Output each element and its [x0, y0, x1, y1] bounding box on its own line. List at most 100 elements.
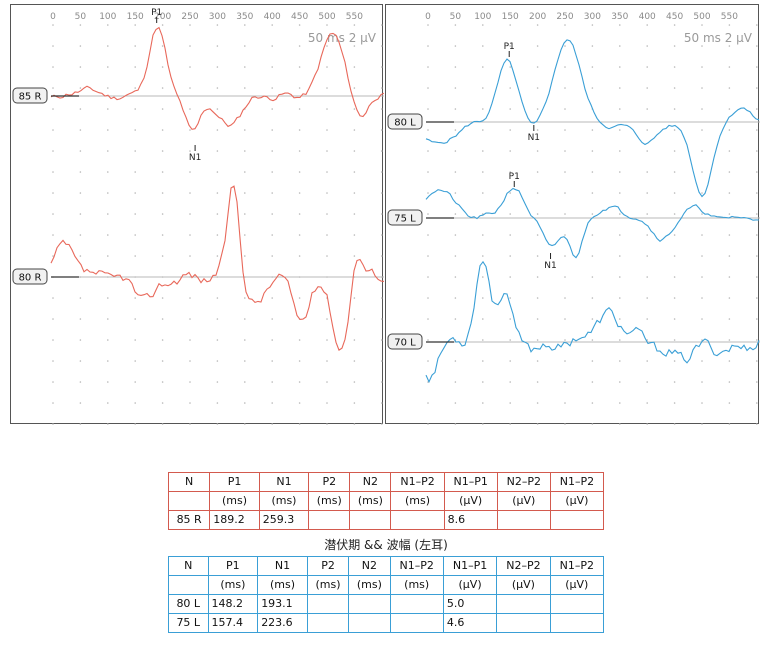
trace-label: 80 R — [19, 273, 42, 284]
column-unit: (ms) — [348, 575, 391, 595]
table-cell: 148.2 — [207, 594, 259, 614]
table-cell: 259.3 — [258, 510, 310, 530]
trace-label: 75 L — [394, 214, 416, 225]
x-tick-label: 550 — [721, 12, 738, 22]
x-tick-label: 100 — [99, 12, 116, 22]
table-row: 85 R 189.2 259.3 8.6 — [167, 510, 605, 530]
peak-label: P1 — [509, 172, 520, 182]
column-unit: (ms) — [308, 491, 351, 511]
waveform-trace — [50, 26, 384, 130]
peak-label: N1 — [544, 261, 556, 271]
scale-indicator: 50 ms 2 µV — [308, 31, 377, 45]
column-header: N — [168, 556, 209, 576]
column-unit: (µV) — [496, 491, 551, 511]
column-unit: (ms) — [207, 575, 259, 595]
table-cell — [549, 613, 605, 633]
trace-label: 80 L — [394, 118, 416, 129]
column-unit: (µV) — [549, 575, 605, 595]
x-tick-label: 300 — [209, 12, 226, 22]
trace-label-box[interactable] — [12, 268, 48, 285]
column-unit: (µV) — [442, 575, 498, 595]
column-header: N1–P2 — [390, 472, 445, 492]
x-tick-label: 200 — [154, 12, 171, 22]
column-unit: (µV) — [549, 491, 605, 511]
table-cell: 4.6 — [442, 613, 498, 633]
column-header: N1 — [258, 472, 310, 492]
table-cell: 85 R — [167, 510, 211, 530]
table-cell: 8.6 — [443, 510, 498, 530]
x-tick-label: 50 — [75, 12, 87, 22]
latency-amplitude-table-left-ear: N P1 N1 P2 N2 N1–P2 N1–P1 N2–P2 N1–P2 (ms) (ms) (ms… — [168, 556, 605, 633]
table-cell — [389, 613, 444, 633]
x-tick-label: 0 — [50, 12, 56, 22]
table-cell — [496, 594, 551, 614]
column-unit: (µV) — [496, 575, 551, 595]
peak-label: P1 — [151, 8, 162, 18]
table-cell — [496, 613, 551, 633]
column-unit: (ms) — [209, 491, 260, 511]
peak-label: P1 — [504, 42, 515, 52]
trace-label-box[interactable] — [12, 87, 48, 104]
table-row: 80 L 148.2 193.1 5.0 — [168, 594, 605, 614]
waveform-trace — [425, 260, 760, 384]
x-tick-label: 100 — [474, 12, 491, 22]
table-header-row: N P1 N1 P2 N2 N1–P2 N1–P1 N2–P2 N1–P2 — [167, 472, 605, 492]
trace-label-box[interactable] — [387, 209, 423, 226]
x-tick-label: 350 — [236, 12, 253, 22]
table-cell — [306, 594, 350, 614]
peak-label: N1 — [528, 133, 540, 143]
grid — [427, 24, 758, 425]
x-tick-label: 50 — [450, 12, 462, 22]
column-header: N1–P2 — [549, 472, 605, 492]
x-tick-label: 300 — [584, 12, 601, 22]
table-cell: 193.1 — [257, 594, 308, 614]
column-header: P2 — [308, 472, 351, 492]
column-unit: (ms) — [306, 575, 350, 595]
right-ear-waveform-plot: 0 50 100 150 200 250 300 350 400 450 500 550 50 ms 2… — [12, 8, 384, 425]
column-unit: (µV) — [443, 491, 498, 511]
table-cell: 80 L — [168, 594, 209, 614]
column-header: P1 — [209, 472, 260, 492]
peak-label: N1 — [189, 153, 201, 163]
trace-label: 85 R — [19, 92, 42, 103]
column-header: N1–P1 — [442, 556, 498, 576]
grid — [52, 24, 383, 425]
table-cell — [348, 594, 391, 614]
left-ear-waveform-panel: 0 50 100 150 200 250 300 350 400 450 500 550 50 ms 2… — [385, 4, 760, 425]
table-cell: 5.0 — [442, 594, 498, 614]
column-header: N2 — [349, 472, 392, 492]
x-tick-label: 450 — [666, 12, 683, 22]
table-cell — [308, 510, 351, 530]
trace-label: 70 L — [394, 338, 416, 349]
column-header: N1–P1 — [443, 472, 498, 492]
column-header: P2 — [306, 556, 350, 576]
column-unit: (ms) — [349, 491, 392, 511]
table-cell: 223.6 — [257, 613, 308, 633]
column-header: N2–P2 — [496, 472, 551, 492]
column-unit — [168, 575, 209, 595]
trace-label-box[interactable] — [387, 113, 423, 130]
table-cell: 157.4 — [207, 613, 259, 633]
x-tick-label: 200 — [529, 12, 546, 22]
waveform-trace — [425, 39, 760, 198]
x-tick-label: 400 — [639, 12, 656, 22]
table-cell — [390, 510, 445, 530]
x-tick-label: 550 — [346, 12, 363, 22]
table-cell — [389, 594, 444, 614]
table-cell — [549, 594, 605, 614]
table-cell — [306, 613, 350, 633]
x-tick-label: 150 — [127, 12, 144, 22]
column-header: N1–P2 — [549, 556, 605, 576]
column-header: N1 — [257, 556, 308, 576]
x-tick-label: 0 — [425, 12, 431, 22]
x-tick-label: 250 — [181, 12, 198, 22]
right-ear-waveform-panel: 0 50 100 150 200 250 300 350 400 450 500 550 50 ms 2… — [10, 4, 384, 425]
left-ear-waveform-plot: 0 50 100 150 200 250 300 350 400 450 500 550 50 ms 2… — [387, 12, 760, 425]
x-tick-label: 500 — [318, 12, 335, 22]
trace-label-box[interactable] — [387, 333, 423, 350]
column-unit: (ms) — [390, 491, 445, 511]
table-cell — [349, 510, 392, 530]
column-unit: (ms) — [389, 575, 444, 595]
scale-indicator: 50 ms 2 µV — [684, 31, 753, 45]
table-row: 75 L 157.4 223.6 4.6 — [168, 613, 605, 633]
